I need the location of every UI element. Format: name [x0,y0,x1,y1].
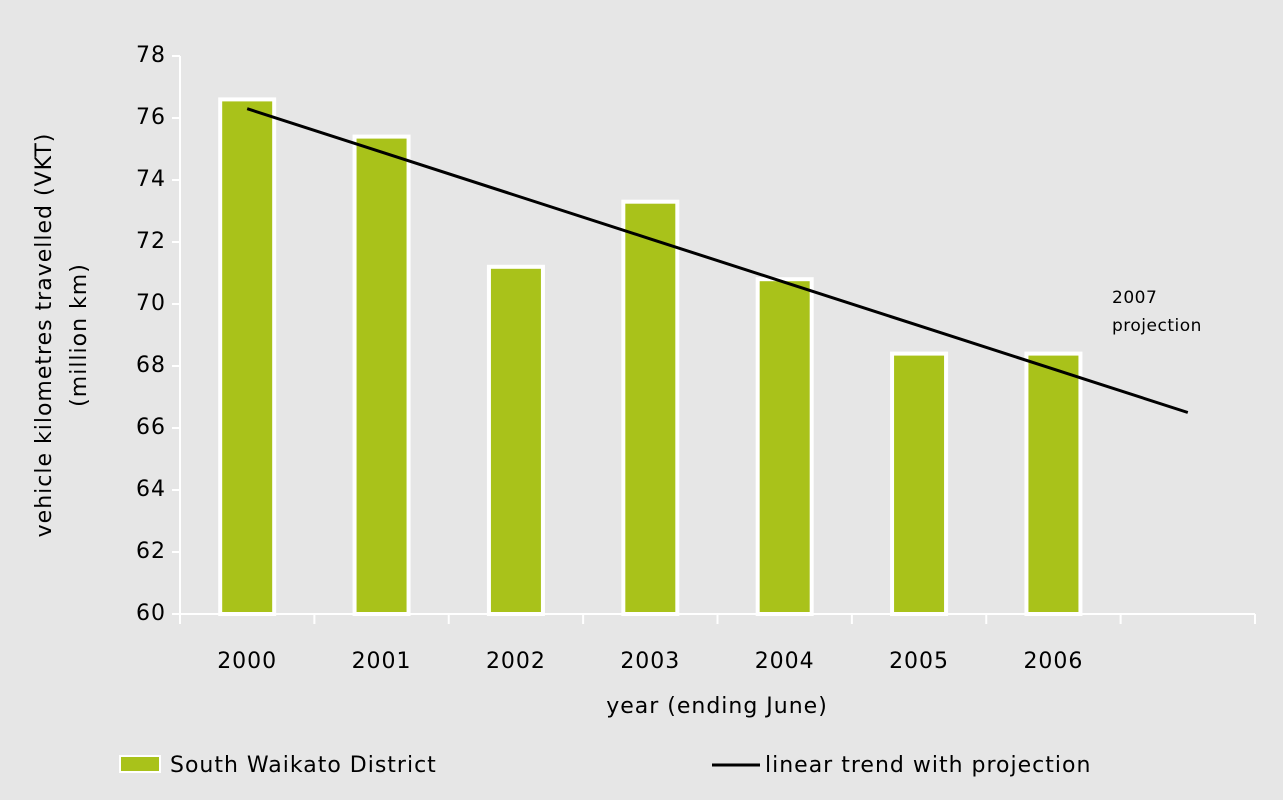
y-tick-label: 70 [136,291,166,316]
legend-label: linear trend with projection [765,753,1091,778]
annotation: 2007 [1112,288,1157,308]
annotation: projection [1112,316,1202,336]
bar [1024,351,1083,616]
y-tick-label: 66 [136,415,166,440]
y-tick-label: 76 [136,105,166,130]
trend-line [246,107,1189,414]
y-tick-label: 74 [136,167,166,192]
y-tick-label: 62 [136,539,166,564]
x-tick-label: 2001 [352,649,412,674]
y-tick-label: 78 [136,43,166,68]
bar [890,351,949,616]
y-tick-label: 64 [136,477,166,502]
y-tick-label: 72 [136,229,166,254]
x-tick-label: 2004 [755,649,815,674]
x-axis-title: year (ending June) [606,694,828,719]
y-axis-title: (million km) [67,263,92,407]
legend-label: South Waikato District [170,753,437,778]
y-tick-label: 68 [136,353,166,378]
x-tick-label: 2003 [620,649,680,674]
bar [352,134,411,616]
bar [755,277,814,616]
bar [486,264,545,616]
bar [218,97,277,616]
x-tick-label: 2005 [889,649,949,674]
bar [621,199,680,616]
y-axis-title: vehicle kilometres travelled (VKT) [32,133,57,538]
legend-swatch [119,755,161,773]
y-tick-label: 60 [136,601,166,626]
x-tick-label: 2002 [486,649,546,674]
x-tick-label: 2006 [1023,649,1083,674]
x-tick-label: 2000 [217,649,277,674]
